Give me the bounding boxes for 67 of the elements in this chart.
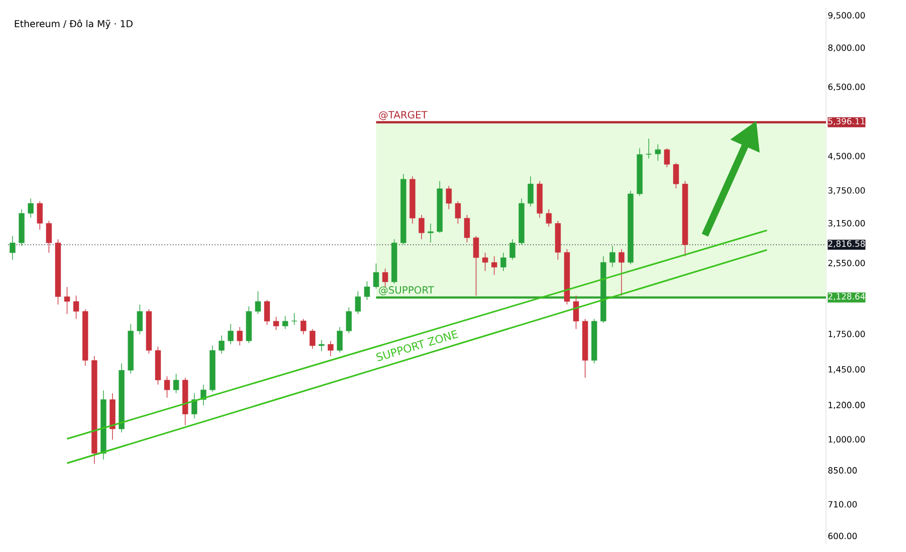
candlestick bbox=[428, 223, 434, 243]
candlestick bbox=[336, 326, 343, 353]
candlestick bbox=[364, 280, 370, 300]
y-tick-label: 1,750.00 bbox=[828, 330, 865, 338]
y-tick-label: 600.00 bbox=[828, 532, 857, 540]
candlestick bbox=[73, 295, 80, 320]
ref-line-label: @SUPPORT bbox=[378, 286, 434, 296]
candlestick bbox=[673, 162, 679, 189]
candlestick bbox=[36, 200, 43, 230]
candlestick bbox=[455, 200, 461, 224]
candlestick bbox=[573, 295, 579, 330]
candlestick bbox=[618, 248, 624, 296]
candlestick bbox=[236, 326, 243, 346]
y-tick-label: 5,396.11 bbox=[828, 118, 865, 126]
y-tick-label: 3,750.00 bbox=[828, 187, 865, 194]
candlestick bbox=[173, 373, 180, 394]
candlestick bbox=[482, 252, 488, 272]
y-tick-label: 1,000.00 bbox=[828, 436, 865, 444]
y-tick-label: 1,450.00 bbox=[828, 366, 865, 374]
candlestick bbox=[491, 256, 498, 276]
candlestick bbox=[46, 220, 52, 254]
y-tick-label: 710.00 bbox=[828, 501, 857, 508]
text: Ethereum / Đô la Mỹ · 1D bbox=[14, 20, 133, 30]
candlestick bbox=[355, 290, 361, 314]
y-tick-label: 4,500.00 bbox=[828, 152, 865, 160]
candlestick bbox=[228, 324, 234, 345]
candlestick bbox=[28, 198, 34, 218]
candlestick bbox=[282, 316, 288, 330]
y-tick-label: 6,500.00 bbox=[828, 84, 865, 91]
y-tick-label: 2,550.00 bbox=[828, 260, 865, 268]
candlestick bbox=[300, 318, 306, 335]
candlestick bbox=[500, 252, 506, 272]
candlestick bbox=[346, 306, 352, 334]
candlestick bbox=[546, 208, 552, 228]
candlestick bbox=[510, 238, 516, 260]
candlestick bbox=[446, 186, 452, 210]
candlestick bbox=[164, 376, 170, 398]
candlestick bbox=[255, 290, 261, 314]
candlestick bbox=[291, 312, 298, 326]
y-tick-label: 1,200.00 bbox=[828, 402, 865, 410]
y-tick-label: 2,128.64 bbox=[828, 293, 865, 300]
candlestick bbox=[528, 176, 534, 207]
candlestick bbox=[418, 214, 424, 240]
candlestick bbox=[646, 138, 652, 159]
candlestick bbox=[264, 300, 270, 326]
y-tick-label: 850.00 bbox=[828, 467, 857, 474]
y-tick-label: 2,816.58 bbox=[828, 240, 865, 248]
candlestick bbox=[464, 214, 470, 243]
candlestick bbox=[136, 304, 143, 335]
candlestick bbox=[373, 263, 379, 290]
candlestick bbox=[473, 236, 479, 296]
y-tick-label: 8,000.00 bbox=[828, 44, 865, 52]
candlestick bbox=[10, 236, 16, 260]
candlestick bbox=[218, 335, 224, 354]
candlestick bbox=[664, 148, 670, 168]
candlestick bbox=[64, 286, 70, 314]
candlestick bbox=[318, 339, 324, 352]
candlestick bbox=[328, 340, 334, 356]
candlestick bbox=[310, 328, 316, 350]
candlestick bbox=[273, 316, 279, 330]
candlestick bbox=[382, 268, 388, 288]
ref-line-label: @TARGET bbox=[378, 110, 428, 120]
candlestick bbox=[191, 392, 198, 419]
y-tick-label: 3,150.00 bbox=[828, 220, 865, 228]
candlestick bbox=[654, 144, 661, 162]
candlestick bbox=[610, 245, 616, 268]
y-tick-label: 9,500.00 bbox=[828, 12, 865, 20]
